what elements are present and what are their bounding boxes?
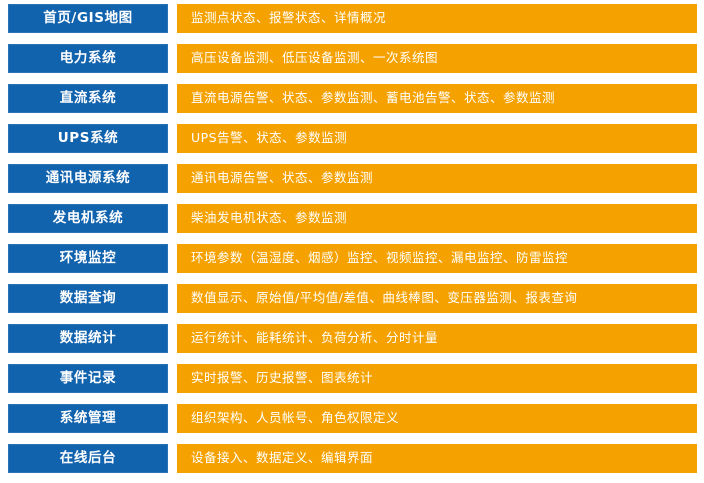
row-gap: [168, 364, 177, 393]
module-label-cell[interactable]: 环境监控: [8, 244, 168, 273]
feature-list-cell[interactable]: 运行统计、能耗统计、负荷分析、分时计量: [177, 324, 697, 353]
row-gap: [168, 244, 177, 273]
module-label-cell[interactable]: 数据查询: [8, 284, 168, 313]
feature-list-text: UPS告警、状态、参数监测: [191, 130, 348, 146]
feature-list-cell[interactable]: 通讯电源告警、状态、参数监测: [177, 164, 697, 193]
table-row: 事件记录 实时报警、历史报警、图表统计: [8, 364, 697, 393]
feature-list-cell[interactable]: 高压设备监测、低压设备监测、一次系统图: [177, 44, 697, 73]
table-row: 电力系统 高压设备监测、低压设备监测、一次系统图: [8, 44, 697, 73]
row-gap: [168, 444, 177, 473]
table-row: 环境监控 环境参数（温湿度、烟感）监控、视频监控、漏电监控、防雷监控: [8, 244, 697, 273]
feature-list-cell[interactable]: 监测点状态、报警状态、详情概况: [177, 4, 697, 33]
feature-list-cell[interactable]: 组织架构、人员帐号、角色权限定义: [177, 404, 697, 433]
row-gap: [168, 84, 177, 113]
feature-list-text: 运行统计、能耗统计、负荷分析、分时计量: [191, 330, 439, 346]
feature-list-text: 通讯电源告警、状态、参数监测: [191, 170, 374, 186]
row-gap: [168, 204, 177, 233]
table-row: 发电机系统 柴油发电机状态、参数监测: [8, 204, 697, 233]
row-gap: [168, 124, 177, 153]
module-label-cell[interactable]: UPS系统: [8, 124, 168, 153]
table-row: 在线后台 设备接入、数据定义、编辑界面: [8, 444, 697, 473]
feature-list-cell[interactable]: 环境参数（温湿度、烟感）监控、视频监控、漏电监控、防雷监控: [177, 244, 697, 273]
module-label-cell[interactable]: 系统管理: [8, 404, 168, 433]
feature-list-cell[interactable]: 数值显示、原始值/平均值/差值、曲线棒图、变压器监测、报表查询: [177, 284, 697, 313]
table-row: 数据统计 运行统计、能耗统计、负荷分析、分时计量: [8, 324, 697, 353]
feature-list-text: 组织架构、人员帐号、角色权限定义: [191, 410, 400, 426]
feature-list-text: 实时报警、历史报警、图表统计: [191, 370, 374, 386]
table-row: UPS系统 UPS告警、状态、参数监测: [8, 124, 697, 153]
module-label-cell[interactable]: 在线后台: [8, 444, 168, 473]
table-row: 直流系统 直流电源告警、状态、参数监测、蓄电池告警、状态、参数监测: [8, 84, 697, 113]
table-row: 首页/GIS地图 监测点状态、报警状态、详情概况: [8, 4, 697, 33]
row-gap: [168, 404, 177, 433]
module-label-cell[interactable]: 电力系统: [8, 44, 168, 73]
feature-list-text: 高压设备监测、低压设备监测、一次系统图: [191, 50, 439, 66]
module-label-cell[interactable]: 直流系统: [8, 84, 168, 113]
feature-list-text: 数值显示、原始值/平均值/差值、曲线棒图、变压器监测、报表查询: [191, 290, 578, 306]
row-gap: [168, 44, 177, 73]
row-gap: [168, 164, 177, 193]
module-label-cell[interactable]: 事件记录: [8, 364, 168, 393]
feature-list-text: 直流电源告警、状态、参数监测、蓄电池告警、状态、参数监测: [191, 90, 556, 106]
feature-list-cell[interactable]: 直流电源告警、状态、参数监测、蓄电池告警、状态、参数监测: [177, 84, 697, 113]
row-gap: [168, 284, 177, 313]
module-label-cell[interactable]: 发电机系统: [8, 204, 168, 233]
row-gap: [168, 324, 177, 353]
feature-list-text: 柴油发电机状态、参数监测: [191, 210, 348, 226]
table-row: 通讯电源系统 通讯电源告警、状态、参数监测: [8, 164, 697, 193]
feature-list-cell[interactable]: 实时报警、历史报警、图表统计: [177, 364, 697, 393]
module-label-cell[interactable]: 首页/GIS地图: [8, 4, 168, 33]
table-row: 数据查询 数值显示、原始值/平均值/差值、曲线棒图、变压器监测、报表查询: [8, 284, 697, 313]
row-gap: [168, 4, 177, 33]
feature-list-cell[interactable]: 设备接入、数据定义、编辑界面: [177, 444, 697, 473]
table-row: 系统管理 组织架构、人员帐号、角色权限定义: [8, 404, 697, 433]
feature-list-text: 设备接入、数据定义、编辑界面: [191, 450, 374, 466]
feature-list-text: 环境参数（温湿度、烟感）监控、视频监控、漏电监控、防雷监控: [191, 250, 569, 266]
module-label-cell[interactable]: 通讯电源系统: [8, 164, 168, 193]
feature-list-cell[interactable]: UPS告警、状态、参数监测: [177, 124, 697, 153]
feature-list-text: 监测点状态、报警状态、详情概况: [191, 10, 387, 26]
feature-list-cell[interactable]: 柴油发电机状态、参数监测: [177, 204, 697, 233]
module-label-cell[interactable]: 数据统计: [8, 324, 168, 353]
